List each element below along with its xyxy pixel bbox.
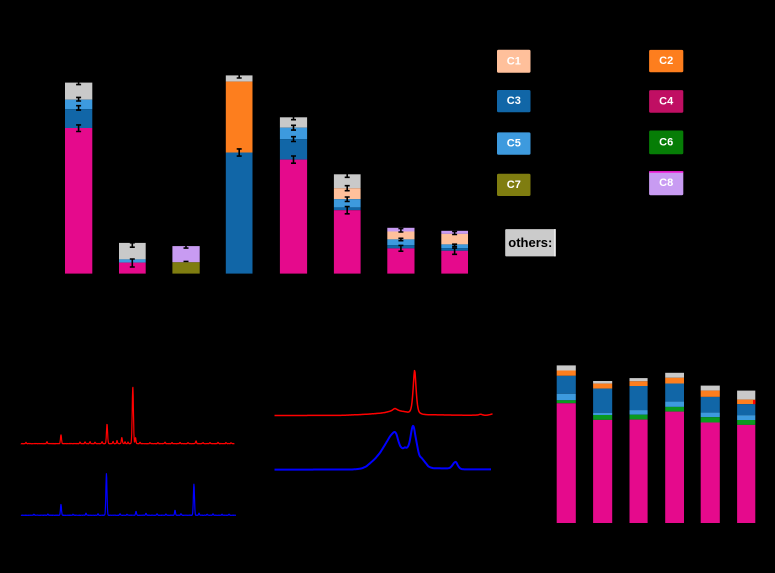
svg-text:C5: C5 [507,138,521,150]
svg-text:C4: C4 [659,95,674,107]
svg-text:C2: C2 [659,55,673,67]
svg-text:C7: C7 [507,179,521,191]
svg-text:C6: C6 [659,136,673,148]
svg-text:C8: C8 [659,177,673,189]
svg-text:C3: C3 [507,95,521,107]
svg-text:C1: C1 [507,55,521,67]
svg-text:others:: others: [508,235,552,250]
